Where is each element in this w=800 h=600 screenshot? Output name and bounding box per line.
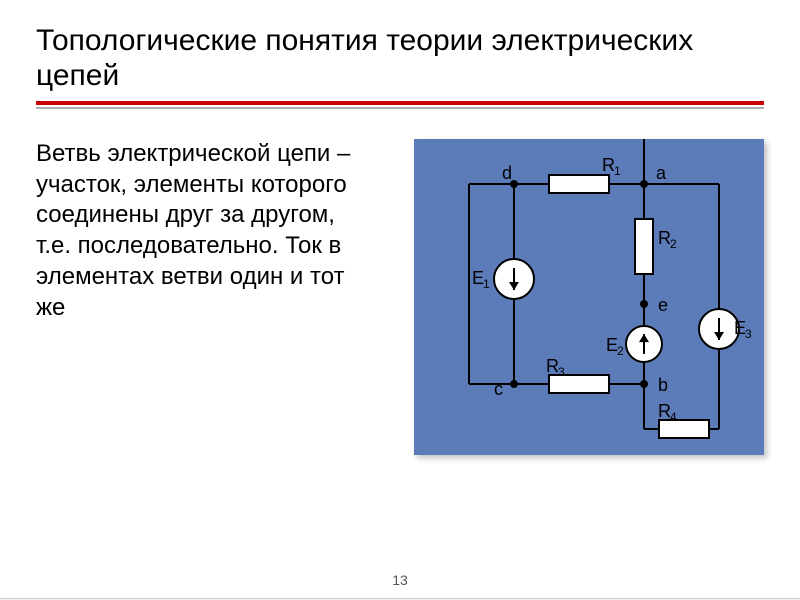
svg-text:1: 1	[614, 164, 621, 178]
svg-text:1: 1	[483, 277, 490, 291]
svg-text:3: 3	[745, 327, 752, 341]
resistor-r4	[659, 420, 709, 438]
node-e	[640, 300, 648, 308]
rule-red	[36, 101, 764, 105]
node-b	[640, 380, 648, 388]
svg-text:4: 4	[670, 410, 677, 424]
svg-text:b: b	[658, 375, 668, 395]
svg-text:d: d	[502, 163, 512, 183]
svg-text:e: e	[658, 295, 668, 315]
body-text: Ветвь электрической цепи – участок, элем…	[36, 139, 376, 455]
title-rules	[36, 101, 764, 109]
svg-text:a: a	[656, 163, 667, 183]
svg-text:3: 3	[558, 365, 565, 379]
node-a	[640, 180, 648, 188]
page-number: 13	[0, 572, 800, 588]
resistor-r1	[549, 175, 609, 193]
circuit-diagram: R1R2R3R4E1E2E3daecb	[414, 139, 764, 455]
svg-text:2: 2	[617, 344, 624, 358]
svg-text:c: c	[494, 379, 503, 399]
node-c	[510, 380, 518, 388]
rule-gray	[36, 107, 764, 109]
svg-text:2: 2	[670, 237, 677, 251]
resistor-r2	[635, 219, 653, 274]
diagram-container: R1R2R3R4E1E2E3daecb	[394, 139, 764, 455]
content-row: Ветвь электрической цепи – участок, элем…	[36, 139, 764, 455]
slide-title: Топологические понятия теории электричес…	[36, 24, 764, 93]
